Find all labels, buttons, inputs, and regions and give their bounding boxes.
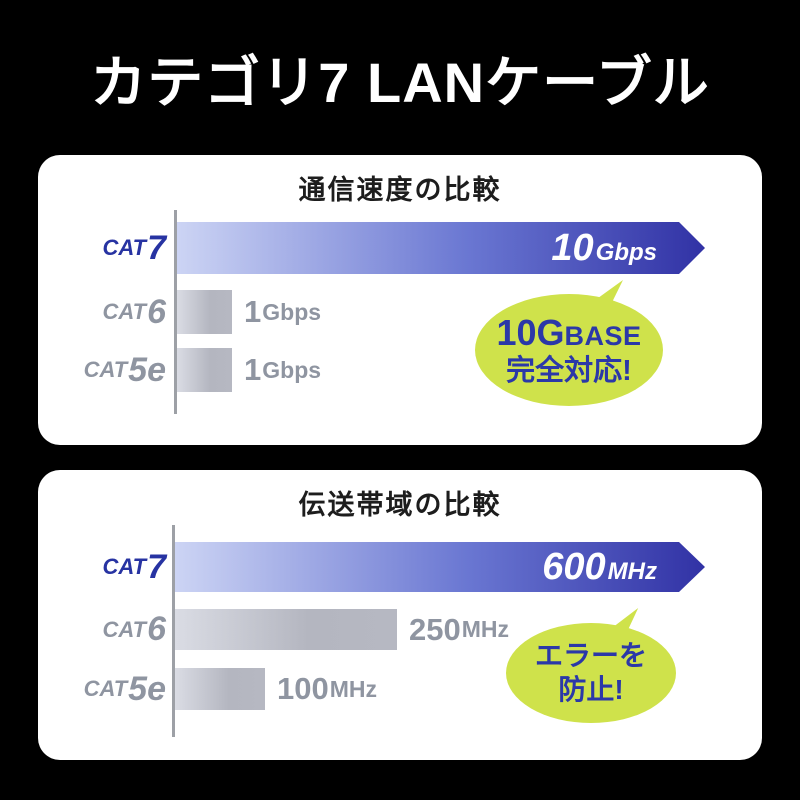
speed-comparison-panel: 通信速度の比較 CAT 7 10 Gbps CAT 6 1 Gbps CAT 5e 1 Gb… [38,155,762,445]
row-label-cat7: CAT 7 [46,222,166,274]
value-number: 600 [542,545,606,588]
row-label-cat6: CAT 6 [46,290,166,334]
bar-value-cat6-bandwidth: 250 MHz [409,609,509,650]
bar-value-cat5e-speed: 1 Gbps [244,348,321,392]
bar-value-cat5e-bandwidth: 100 MHz [277,668,377,710]
bar-cat6-speed [177,290,232,334]
bar-cat5e-bandwidth [175,668,265,710]
value-unit: MHz [461,616,510,642]
bubble-text-line2: 防止! [558,674,624,705]
bar-value-cat7-speed: 10 Gbps [551,227,657,270]
bubble-text-big: エラーを [534,640,647,672]
cat-label-prefix: CAT [102,616,147,642]
bubble-text-big: 10G [496,312,565,353]
row-label-cat5e: CAT 5e [46,668,166,710]
cat-label-number: 5e [128,350,166,389]
value-unit: MHz [607,557,657,585]
cat-label-number: 6 [147,610,166,648]
bar-value-cat7-bandwidth: 600 MHz [542,546,657,589]
bubble-text-line2: 完全対応! [506,355,632,388]
bar-cat7-speed: 10 Gbps [177,222,705,274]
bandwidth-comparison-panel: 伝送帯域の比較 CAT 7 600 MHz CAT 6 250 MHz CAT 5e 10… [38,470,762,760]
bubble-text-line1: エラーを [535,639,647,673]
callout-bubble-error-prevention: エラーを 防止! [506,608,676,724]
cat-label-number: 7 [147,228,166,267]
value-unit: Gbps [595,238,657,266]
bar-cat7-bandwidth: 600 MHz [175,542,705,592]
axis-line [174,210,177,414]
axis-line [172,525,175,737]
bar-cat6-bandwidth [175,609,397,650]
callout-bubble-10gbase: 10GBASE 完全対応! [475,277,663,407]
cat-label-prefix: CAT [83,357,128,382]
panel-title-bandwidth: 伝送帯域の比較 [298,490,502,520]
value-unit: Gbps [262,298,322,325]
cat-label-prefix: CAT [102,235,147,260]
value-number: 10 [551,226,594,269]
bubble-body: エラーを 防止! [506,623,676,723]
row-label-cat7: CAT 7 [46,542,166,592]
cat-label-prefix: CAT [102,554,147,579]
value-number: 100 [277,671,329,706]
panel-title-speed: 通信速度の比較 [298,175,502,205]
page-title: カテゴリ7 LANケーブル [90,51,710,114]
cat-label-number: 5e [128,669,166,708]
row-label-cat6: CAT 6 [46,609,166,650]
value-number: 250 [409,611,461,647]
bubble-text-small: BASE [564,321,642,351]
bubble-body: 10GBASE 完全対応! [475,294,663,406]
bar-value-cat6-speed: 1 Gbps [244,290,321,334]
cat-label-number: 6 [147,292,166,331]
bar-cat5e-speed [177,348,232,392]
cat-label-prefix: CAT [102,299,147,324]
bubble-text-line1: 10GBASE [496,311,641,354]
cat-label-prefix: CAT [83,676,128,701]
value-unit: MHz [329,675,378,702]
value-unit: Gbps [262,356,322,383]
cat-label-number: 7 [147,547,166,586]
value-number: 1 [244,294,262,329]
row-label-cat5e: CAT 5e [46,348,166,392]
value-number: 1 [244,352,262,387]
